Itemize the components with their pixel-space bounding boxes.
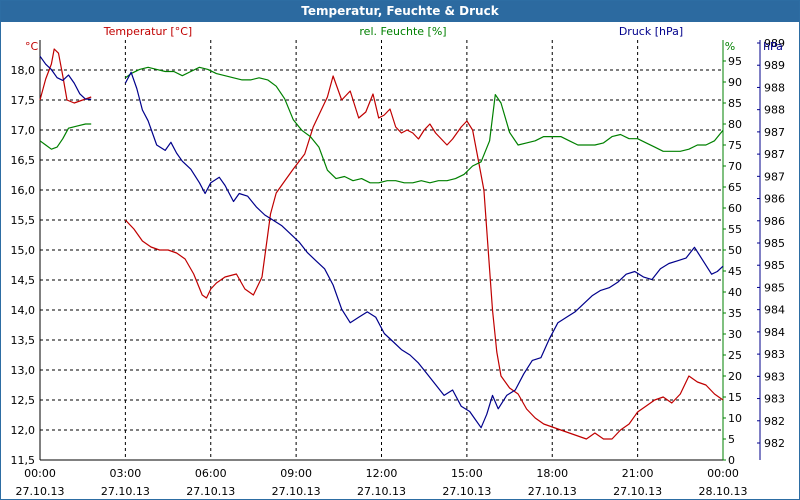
series-line-temperature bbox=[39, 48, 92, 104]
y-tick-pressure: 982 bbox=[764, 437, 785, 450]
y-tick-temperature: 14,0 bbox=[11, 304, 36, 317]
y-tick-humidity: 0 bbox=[728, 454, 735, 467]
chart-title: Temperatur, Feuchte & Druck bbox=[1, 1, 799, 22]
series-line-pressure bbox=[39, 55, 92, 100]
y-tick-temperature: 12,0 bbox=[11, 424, 36, 437]
x-tick-date: 28.10.13 bbox=[699, 485, 748, 498]
y-tick-humidity: 70 bbox=[728, 160, 742, 173]
axis-labels: 00:00 27.10.13 03:00 27.10.13 06:00 27.10.13 0… bbox=[11, 25, 786, 498]
grid-lines bbox=[40, 40, 723, 461]
axis-unit-pressure: hPa bbox=[763, 40, 783, 53]
y-tick-pressure: 986 bbox=[764, 215, 785, 228]
x-tick-time: 03:00 bbox=[110, 467, 142, 480]
y-tick-pressure: 983 bbox=[764, 393, 785, 406]
y-tick-pressure: 987 bbox=[764, 170, 785, 183]
x-tick-time: 09:00 bbox=[280, 467, 312, 480]
y-tick-humidity: 85 bbox=[728, 97, 742, 110]
y-tick-temperature: 16,0 bbox=[11, 184, 36, 197]
y-tick-humidity: 55 bbox=[728, 223, 742, 236]
axis-label-pressure: Druck [hPa] bbox=[619, 25, 683, 38]
axis-unit-temperature: °C bbox=[25, 40, 39, 53]
x-tick-date: 27.10.13 bbox=[613, 485, 662, 498]
y-tick-pressure: 984 bbox=[764, 326, 785, 339]
y-tick-temperature: 14,5 bbox=[11, 274, 36, 287]
y-tick-pressure: 988 bbox=[764, 104, 785, 117]
y-tick-humidity: 75 bbox=[728, 139, 742, 152]
x-tick-date: 27.10.13 bbox=[442, 485, 491, 498]
y-tick-temperature: 17,5 bbox=[11, 94, 36, 107]
axis-label-temperature: Temperatur [°C] bbox=[103, 25, 192, 38]
y-tick-humidity: 5 bbox=[728, 433, 735, 446]
y-tick-pressure: 989 bbox=[764, 59, 785, 72]
x-tick-date: 27.10.13 bbox=[528, 485, 577, 498]
x-tick-date: 27.10.13 bbox=[186, 485, 235, 498]
y-tick-pressure: 988 bbox=[764, 81, 785, 94]
y-tick-temperature: 18,0 bbox=[11, 64, 36, 77]
y-tick-humidity: 15 bbox=[728, 391, 742, 404]
y-tick-temperature: 13,5 bbox=[11, 334, 36, 347]
y-tick-humidity: 35 bbox=[728, 307, 742, 320]
y-tick-temperature: 11,5 bbox=[11, 454, 36, 467]
y-tick-pressure: 987 bbox=[764, 148, 785, 161]
y-tick-pressure: 989 bbox=[764, 37, 785, 50]
x-tick-date: 27.10.13 bbox=[272, 485, 321, 498]
y-tick-humidity: 45 bbox=[728, 265, 742, 278]
y-tick-humidity: 10 bbox=[728, 412, 742, 425]
x-tick-time: 00:00 bbox=[707, 467, 739, 480]
y-tick-pressure: 984 bbox=[764, 304, 785, 317]
y-tick-humidity: 95 bbox=[728, 55, 742, 68]
y-tick-humidity: 90 bbox=[728, 76, 742, 89]
y-tick-pressure: 983 bbox=[764, 348, 785, 361]
y-tick-temperature: 13,0 bbox=[11, 364, 36, 377]
x-tick-time: 00:00 bbox=[24, 467, 56, 480]
y-tick-temperature: 15,0 bbox=[11, 244, 36, 257]
x-tick-time: 12:00 bbox=[366, 467, 398, 480]
y-tick-humidity: 60 bbox=[728, 202, 742, 215]
axes bbox=[39, 40, 761, 461]
axis-label-humidity: rel. Feuchte [%] bbox=[359, 25, 446, 38]
y-tick-temperature: 17,0 bbox=[11, 124, 36, 137]
x-tick-date: 27.10.13 bbox=[16, 485, 65, 498]
y-tick-temperature: 16,5 bbox=[11, 154, 36, 167]
x-tick-time: 21:00 bbox=[622, 467, 654, 480]
y-tick-pressure: 985 bbox=[764, 259, 785, 272]
x-tick-time: 18:00 bbox=[536, 467, 568, 480]
series-line-humidity bbox=[39, 123, 92, 150]
series-line-temperature bbox=[124, 75, 724, 440]
y-tick-pressure: 982 bbox=[764, 415, 785, 428]
x-tick-time: 15:00 bbox=[451, 467, 483, 480]
y-tick-humidity: 30 bbox=[728, 328, 742, 341]
x-tick-date: 27.10.13 bbox=[101, 485, 150, 498]
series-line-pressure bbox=[124, 71, 724, 429]
y-tick-pressure: 987 bbox=[764, 126, 785, 139]
y-tick-humidity: 50 bbox=[728, 244, 742, 257]
y-tick-humidity: 40 bbox=[728, 286, 742, 299]
y-tick-humidity: 20 bbox=[728, 370, 742, 383]
y-tick-pressure: 985 bbox=[764, 281, 785, 294]
y-tick-humidity: 25 bbox=[728, 349, 742, 362]
y-tick-pressure: 985 bbox=[764, 237, 785, 250]
y-tick-temperature: 15,5 bbox=[11, 214, 36, 227]
series-lines bbox=[39, 48, 724, 440]
x-tick-time: 06:00 bbox=[195, 467, 227, 480]
y-tick-humidity: 80 bbox=[728, 118, 742, 131]
series-line-humidity bbox=[125, 66, 724, 184]
x-tick-date: 27.10.13 bbox=[357, 485, 406, 498]
y-tick-humidity: 65 bbox=[728, 181, 742, 194]
y-tick-pressure: 983 bbox=[764, 370, 785, 383]
y-tick-pressure: 986 bbox=[764, 193, 785, 206]
axis-unit-humidity: % bbox=[725, 40, 735, 53]
y-tick-temperature: 12,5 bbox=[11, 394, 36, 407]
